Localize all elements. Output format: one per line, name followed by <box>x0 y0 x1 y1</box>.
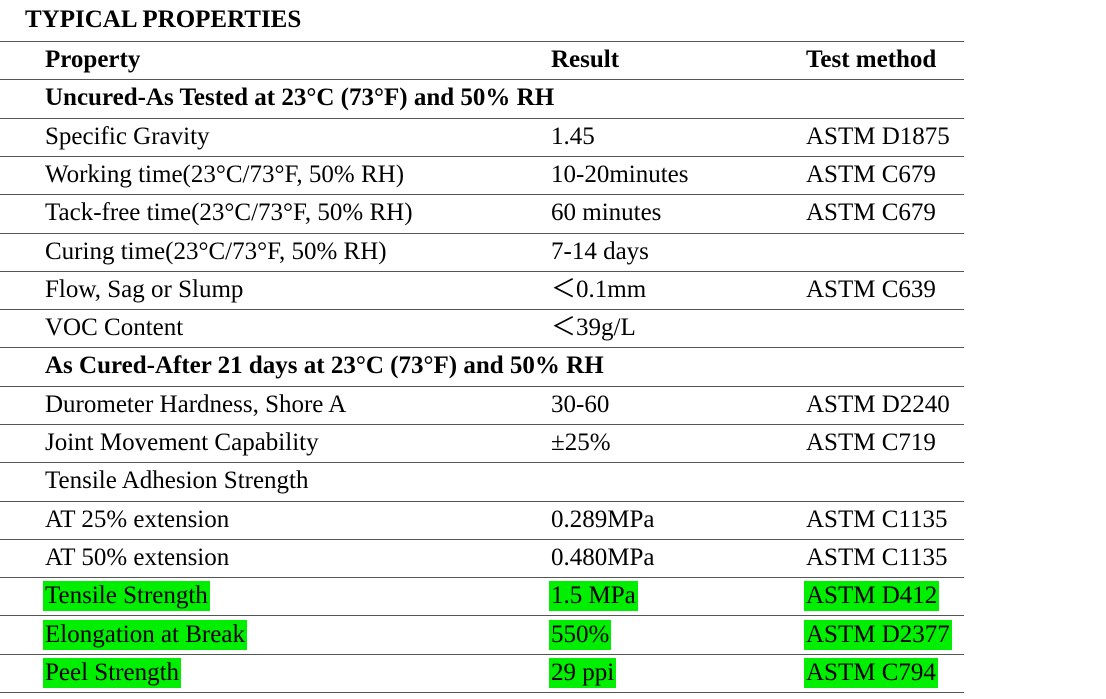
table-cell: ±25% <box>551 429 611 456</box>
header-cell: Result <box>551 46 620 73</box>
table-cell: 1.5 MPa <box>549 581 638 612</box>
section-title: TYPICAL PROPERTIES <box>25 6 302 33</box>
row-rule <box>0 41 964 42</box>
row-rule <box>0 118 964 119</box>
table-cell: ＜39g/L <box>551 314 636 342</box>
row-rule <box>0 194 964 195</box>
row-rule <box>0 692 964 693</box>
table-cell: AT 50% extension <box>45 543 230 571</box>
table-cell: Curing time(23°C/73°F, 50% RH) <box>45 237 387 265</box>
table-cell: 550% <box>549 619 612 650</box>
row-rule <box>0 233 964 234</box>
table-cell: ASTM D412 <box>804 581 940 612</box>
row-rule <box>0 386 964 387</box>
table-cell: ASTM C1135 <box>806 543 948 571</box>
table-cell: ASTM D2240 <box>806 390 950 418</box>
row-rule <box>0 156 964 157</box>
row-rule <box>0 654 964 655</box>
table-cell: Joint Movement Capability <box>45 429 319 456</box>
table-cell: ASTM C1135 <box>806 505 948 533</box>
section-row: As Cured-After 21 days at 23°C (73°F) an… <box>45 352 604 380</box>
table-cell: 1.45 <box>551 122 595 150</box>
section-row: Uncured-As Tested at 23°C (73°F) and 50%… <box>45 84 555 112</box>
table-cell: Working time(23°C/73°F, 50% RH) <box>45 160 405 188</box>
table-cell: ASTM D1875 <box>806 122 950 150</box>
row-rule <box>0 615 964 616</box>
row-rule <box>0 539 964 540</box>
table-cell: ＜0.1mm <box>551 275 647 303</box>
row-rule <box>0 347 964 348</box>
table-cell: 0.289MPa <box>551 505 655 533</box>
table-cell: Tack-free time(23°C/73°F, 50% RH) <box>45 199 413 227</box>
row-rule <box>0 79 964 80</box>
table-cell: 30-60 <box>551 390 610 418</box>
table-cell: Elongation at Break <box>43 619 247 650</box>
table-cell: Tensile Strength <box>43 581 210 612</box>
row-rule <box>0 501 964 502</box>
header-cell: Property <box>45 46 141 73</box>
header-cell: Test method <box>806 46 937 73</box>
table-cell: 10-20minutes <box>551 160 689 188</box>
table-cell: 0.480MPa <box>551 543 655 571</box>
table-cell: 7-14 days <box>551 237 649 265</box>
table-cell: VOC Content <box>45 314 184 342</box>
table-cell: ASTM C679 <box>806 160 936 188</box>
table-cell: 60 minutes <box>551 199 662 227</box>
table-cell: ASTM C639 <box>806 275 936 303</box>
table-cell: ASTM C794 <box>804 657 938 688</box>
row-rule <box>0 271 964 272</box>
table-cell: 29 ppi <box>549 657 617 688</box>
table-cell: Specific Gravity <box>45 122 210 150</box>
table-cell: Flow, Sag or Slump <box>45 275 244 303</box>
table-cell: AT 25% extension <box>45 505 230 533</box>
row-rule <box>0 424 964 425</box>
row-rule <box>0 577 964 578</box>
table-cell: ASTM D2377 <box>804 619 952 650</box>
table-cell: Peel Strength <box>43 657 182 688</box>
table-cell: Durometer Hardness, Shore A <box>45 390 347 418</box>
row-rule <box>0 462 964 463</box>
table-cell: ASTM C719 <box>806 429 936 456</box>
table-cell: ASTM C679 <box>806 199 936 227</box>
table-cell: Tensile Adhesion Strength <box>45 467 309 495</box>
row-rule <box>0 309 964 310</box>
